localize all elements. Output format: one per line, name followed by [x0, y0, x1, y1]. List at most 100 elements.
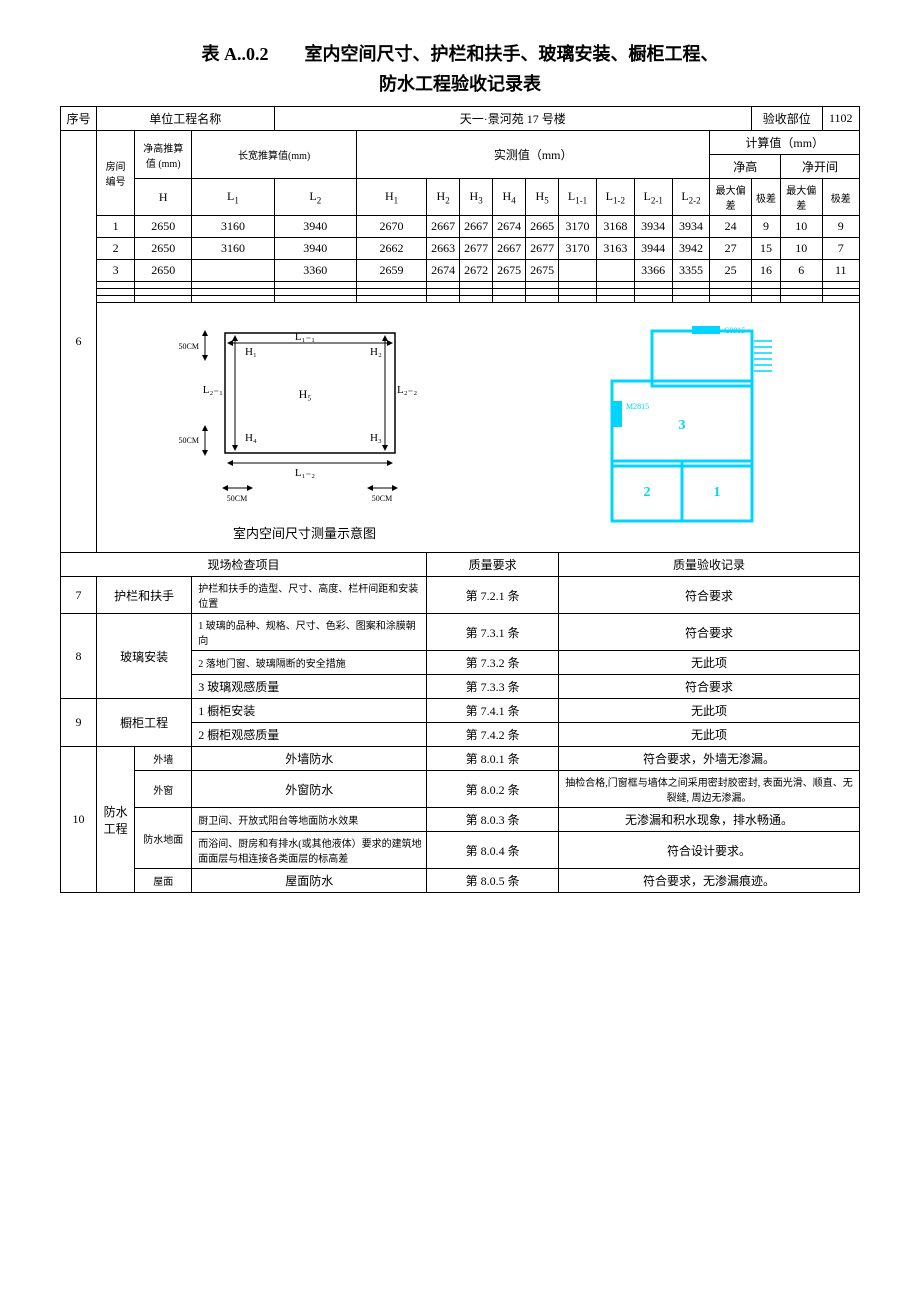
item-7: 护栏和扶手的造型、尺寸、高度、栏杆间距和安装位置 — [192, 577, 427, 614]
seq-6: 6 — [61, 131, 97, 553]
col-seq: 序号 — [61, 107, 97, 131]
item-9b: 2 橱柜观感质量 — [192, 723, 427, 747]
sub-10c: 防水地面 — [135, 808, 192, 869]
cat-10: 防水工程 — [97, 747, 135, 893]
unit-value: 天一·景河苑 17 号楼 — [274, 107, 751, 131]
table-row — [61, 296, 860, 303]
rec-9a: 无此项 — [559, 699, 860, 723]
diagram-caption: 室内空间尺寸测量示意图 — [175, 523, 435, 542]
col-L21: L2-1 — [634, 179, 672, 216]
sub-10b: 外窗 — [135, 771, 192, 808]
table-row — [61, 289, 860, 296]
rec-10a: 符合要求，外墙无渗漏。 — [559, 747, 860, 771]
room-label: 房间编号 — [97, 131, 135, 216]
req-10a: 第 8.0.1 条 — [427, 747, 559, 771]
item-8c: 3 玻璃观感质量 — [192, 675, 427, 699]
req-10b: 第 8.0.2 条 — [427, 771, 559, 808]
item-10c1: 厨卫间、开放式阳台等地面防水效果 — [192, 808, 427, 832]
col-L11: L1-1 — [559, 179, 597, 216]
col-maxdev1: 最大偏差 — [710, 179, 752, 216]
req-10d: 第 8.0.5 条 — [427, 869, 559, 893]
rec-9b: 无此项 — [559, 723, 860, 747]
cat-8: 玻璃安装 — [97, 614, 192, 699]
svg-text:L₁₋₂: L₁₋₂ — [294, 467, 314, 479]
svg-text:50CM: 50CM — [226, 494, 246, 503]
page-title: 表 A..0.2 室内空间尺寸、护栏和扶手、玻璃安装、橱柜工程、 — [60, 40, 860, 66]
rec-8c: 符合要求 — [559, 675, 860, 699]
sub-10a: 外墙 — [135, 747, 192, 771]
check-req-header: 质量要求 — [427, 553, 559, 577]
col-range2: 极差 — [822, 179, 859, 216]
col-maxdev2: 最大偏差 — [781, 179, 823, 216]
measurement-diagram: L₁₋₁ L₁₋₂ L₂₋₁ L₂₋₂ H₁ H₂ H₃ — [175, 313, 435, 542]
page-subtitle: 防水工程验收记录表 — [60, 70, 860, 96]
seq-7: 7 — [61, 577, 97, 614]
item-10c2: 而浴间、厨房和有排水(或其他液体）要求的建筑地面面层与相连接各类面层的标高差 — [192, 832, 427, 869]
check-record-header: 质量验收记录 — [559, 553, 860, 577]
item-10b: 外窗防水 — [192, 771, 427, 808]
col-H5: H5 — [526, 179, 559, 216]
svg-text:2: 2 — [643, 485, 650, 500]
table-row — [61, 282, 860, 289]
svg-text:50CM: 50CM — [371, 494, 391, 503]
accept-part-value: 1102 — [822, 107, 859, 131]
svg-text:C0915: C0915 — [724, 326, 745, 335]
net-h-col: 净高 — [710, 155, 781, 179]
item-8b: 2 落地门窗、玻璃隔断的安全措施 — [192, 651, 427, 675]
svg-text:H₃: H₃ — [370, 432, 382, 444]
calc-label: 计算值（mm） — [710, 131, 860, 155]
lw-label: 长宽推算值(mm) — [192, 131, 357, 179]
req-8c: 第 7.3.3 条 — [427, 675, 559, 699]
floorplan-diagram: C0915 M2815 3 2 1 — [582, 311, 782, 545]
req-8a: 第 7.3.1 条 — [427, 614, 559, 651]
req-10c2: 第 8.0.4 条 — [427, 832, 559, 869]
accept-part-label: 验收部位 — [751, 107, 822, 131]
req-8b: 第 7.3.2 条 — [427, 651, 559, 675]
col-L1: L1 — [192, 179, 274, 216]
svg-text:50CM: 50CM — [178, 342, 198, 351]
seq-10: 10 — [61, 747, 97, 893]
rec-10b: 抽检合格,门窗框与墙体之间采用密封胶密封, 表面光滑、顺直、无裂缝, 周边无渗漏… — [559, 771, 860, 808]
table-row: 326503360 26592674267226752675 33663355 … — [61, 260, 860, 282]
req-9b: 第 7.4.2 条 — [427, 723, 559, 747]
check-item-header: 现场检查项目 — [61, 553, 427, 577]
svg-text:3: 3 — [678, 418, 685, 433]
item-9a: 1 橱柜安装 — [192, 699, 427, 723]
svg-text:L₂₋₂: L₂₋₂ — [397, 384, 417, 396]
unit-label: 单位工程名称 — [97, 107, 275, 131]
item-10a: 外墙防水 — [192, 747, 427, 771]
net-w-col: 净开间 — [781, 155, 860, 179]
svg-text:H₅: H₅ — [298, 387, 311, 401]
col-L12: L1-2 — [596, 179, 634, 216]
cat-7: 护栏和扶手 — [97, 577, 192, 614]
req-7: 第 7.2.1 条 — [427, 577, 559, 614]
svg-text:H₁: H₁ — [245, 346, 257, 358]
col-H4: H4 — [493, 179, 526, 216]
seq-9: 9 — [61, 699, 97, 747]
svg-text:50CM: 50CM — [178, 436, 198, 445]
col-L2: L2 — [274, 179, 356, 216]
cat-9: 橱柜工程 — [97, 699, 192, 747]
req-10c1: 第 8.0.3 条 — [427, 808, 559, 832]
measured-label: 实测值（mm） — [356, 131, 709, 179]
seq-8: 8 — [61, 614, 97, 699]
net-h-label: 净高推算值 (mm) — [135, 131, 192, 179]
svg-text:M2815: M2815 — [626, 402, 649, 411]
svg-text:L₂₋₁: L₂₋₁ — [202, 384, 222, 396]
svg-text:1: 1 — [713, 485, 720, 500]
table-row: 2265031603940 26622663267726672677 31703… — [61, 238, 860, 260]
rec-8a: 符合要求 — [559, 614, 860, 651]
table-row: 1265031603940 26702667266726742665 31703… — [61, 216, 860, 238]
item-10d: 屋面防水 — [192, 869, 427, 893]
sub-10d: 屋面 — [135, 869, 192, 893]
col-range1: 极差 — [751, 179, 780, 216]
col-H: H — [135, 179, 192, 216]
req-9a: 第 7.4.1 条 — [427, 699, 559, 723]
rec-10c2: 符合设计要求。 — [559, 832, 860, 869]
svg-text:H₄: H₄ — [245, 432, 257, 444]
col-H2: H2 — [427, 179, 460, 216]
rec-7: 符合要求 — [559, 577, 860, 614]
rec-8b: 无此项 — [559, 651, 860, 675]
col-H3: H3 — [460, 179, 493, 216]
col-H1: H1 — [356, 179, 426, 216]
